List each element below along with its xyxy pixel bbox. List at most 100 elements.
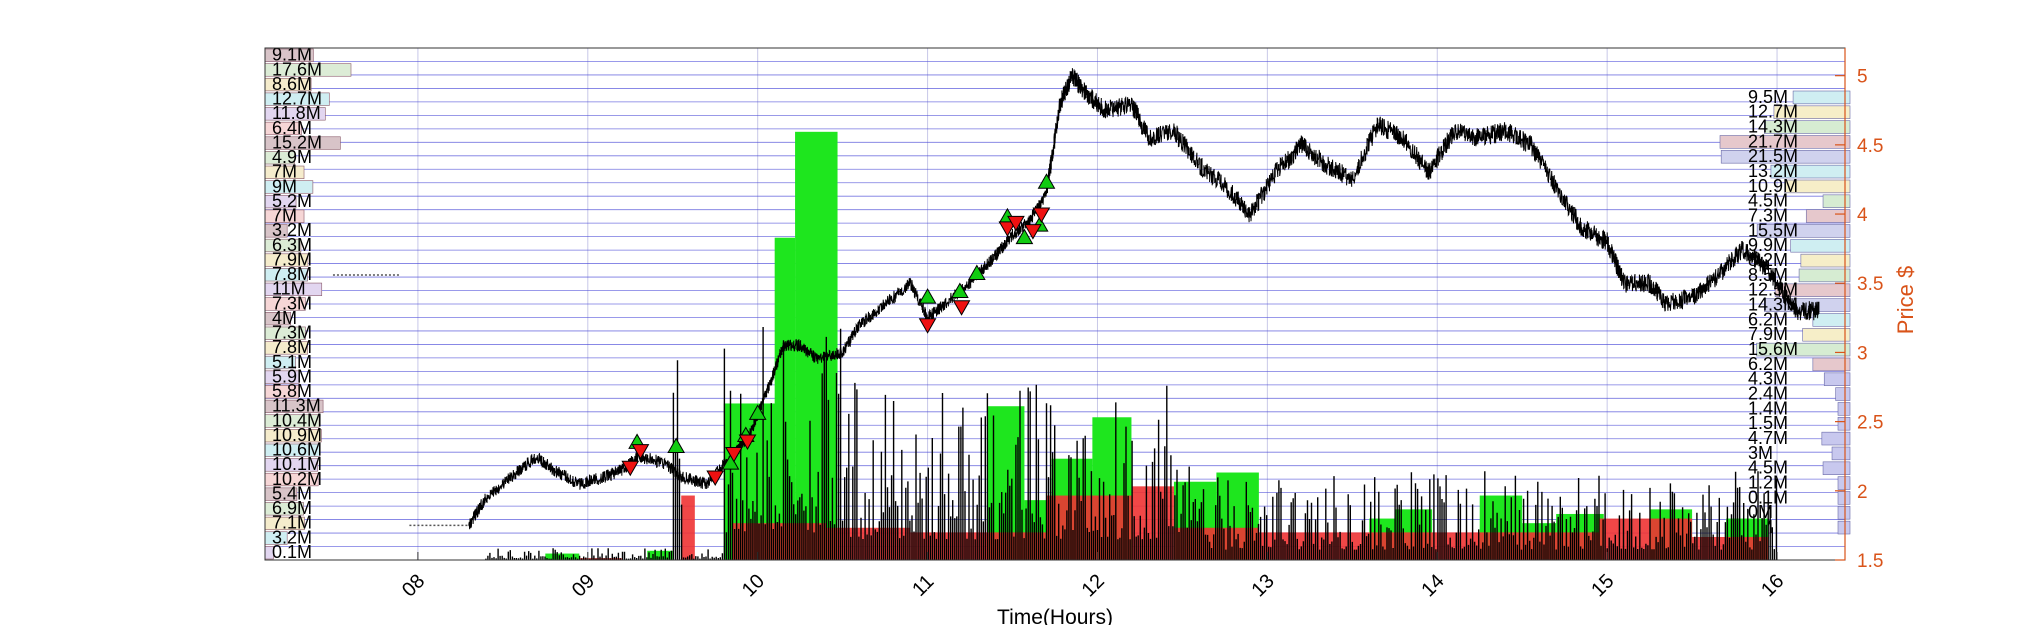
price-tick-label-3: 3: [1857, 343, 1868, 364]
volume-profile-left-label-23: 5.8M: [272, 381, 312, 401]
volume-profile-right-label-0: 9.5M: [1748, 87, 1788, 107]
volume-spikes-path: [485, 327, 1778, 560]
volume-profile-right-label-10: 9.9M: [1748, 235, 1788, 255]
volume-profile-right-bar-13: [1774, 283, 1851, 297]
volume-profile-right-bar-8: [1805, 209, 1851, 223]
volume-profile-left-label-8: 7M: [272, 162, 297, 182]
buy-volume-bar-0: [545, 553, 580, 560]
sell-signal-9: [1024, 224, 1042, 240]
volume-profile-right-label-7: 4.5M: [1748, 191, 1788, 211]
sell-volume-bar-1: [681, 495, 695, 560]
volume-profile-left-label-19: 7.3M: [272, 323, 312, 343]
sell-signal-4: [738, 434, 757, 451]
volume-profile-left-label-16: 11M: [272, 279, 306, 299]
volume-profile-right-bar-6: [1784, 179, 1851, 194]
x-tick-label-13: 13: [1247, 570, 1278, 601]
x-tick-label-09: 09: [568, 570, 599, 601]
volume-profile-right-bar-17: [1756, 342, 1851, 357]
volume-profile-right-bar-26: [1837, 476, 1851, 490]
price-axis-label: Price $: [1893, 266, 1918, 334]
volume-profile-left-label-31: 6.9M: [272, 498, 312, 518]
volume-profile-right-bar-11: [1800, 253, 1851, 268]
buy-volume-bar-1: [647, 550, 673, 560]
buy-signal-4: [748, 404, 767, 420]
price-path: [468, 68, 1820, 530]
volume-profile-right-bar-7: [1822, 194, 1851, 208]
sell-signal-3: [725, 446, 743, 463]
volume-profile-right-bar-5: [1770, 164, 1851, 179]
sell-signal-0: [621, 460, 640, 477]
volume-profile-right-bar-18: [1812, 357, 1851, 372]
volume-profile-right-label-1: 12.7M: [1748, 102, 1798, 122]
volume-profile-right-label-3: 21.7M: [1748, 131, 1798, 151]
volume-profile-right-label-16: 7.9M: [1748, 324, 1788, 344]
x-tick-label-11: 11: [908, 571, 938, 601]
volume-profile-left-label-7: 4.9M: [272, 147, 312, 167]
buy-signal-9: [1015, 228, 1034, 245]
volume-profile-left-label-5: 6.4M: [272, 118, 312, 138]
volume-profile-right-label-24: 3M: [1748, 443, 1773, 463]
volume-profile-right-label-23: 4.7M: [1748, 428, 1788, 448]
price-tick-label-2.5: 2.5: [1857, 413, 1883, 434]
volume-profile-right-bar-3: [1719, 135, 1851, 149]
volume-profile-right-bar-22: [1837, 417, 1851, 431]
volume-profile-right-label-22: 1.5M: [1748, 413, 1788, 433]
volume-profile-left-label-14: 7.9M: [272, 249, 312, 269]
price-tick-label-1.5: 1.5: [1857, 551, 1883, 572]
price-tick-label-5: 5: [1857, 67, 1868, 88]
price-line: [332, 68, 1820, 530]
volume-profile-right-bar-19: [1823, 372, 1851, 386]
price-axis: 1.5 2 2.5 3 3.5 4 4.5 5: [1835, 48, 1883, 572]
volume-profile-left-label-18: 4M: [272, 308, 297, 328]
volume-profile-right-label-5: 13.2M: [1748, 161, 1798, 181]
volume-profile-left-label-17: 7.3M: [272, 293, 312, 313]
volume-profile-left-label-21: 5.1M: [272, 352, 312, 372]
price-tick-label-2: 2: [1857, 482, 1868, 503]
volume-profile-right-bar-0: [1792, 90, 1851, 105]
buy-signal-5: [918, 288, 937, 304]
volume-profile-right-bar-9: [1756, 224, 1851, 238]
volume-profile-right-label-2: 14.3M: [1748, 117, 1798, 137]
volume-profile-right-bar-29: [1837, 520, 1851, 535]
volume-profile-left-label-33: 3.2M: [272, 527, 312, 547]
volume-profile-left-label-2: 8.6M: [272, 74, 312, 94]
volume-profile-right-bar-21: [1837, 402, 1851, 416]
x-tick-label-15: 15: [1587, 570, 1618, 601]
sell-volume-bar-3: [825, 527, 911, 560]
volume-profile-left-label-15: 7.8M: [272, 264, 312, 284]
volume-profile-right-label-12: 8.5M: [1748, 265, 1788, 285]
volume-profile-left-label-20: 7.8M: [272, 337, 312, 357]
volume-profile-left-label-34: 0.1M: [272, 542, 312, 562]
volume-profile-right-bar-24: [1831, 446, 1851, 461]
volume-profile-right-bar-20: [1835, 387, 1851, 401]
x-tick-label-10: 10: [738, 570, 769, 601]
sell-signal-8: [1007, 215, 1025, 232]
x-tick-label-12: 12: [1078, 570, 1109, 601]
volume-profile-left-label-32: 7.1M: [272, 513, 312, 533]
volume-profile-right-bar-23: [1821, 431, 1851, 446]
price-tick-label-3.5: 3.5: [1857, 274, 1883, 295]
volume-profile-right-bar-4: [1720, 150, 1851, 164]
volume-profile-right-bar-28: [1837, 506, 1851, 520]
buy-signal-6: [950, 282, 969, 299]
volume-profile-left-label-25: 10.4M: [272, 410, 322, 430]
sell-signal-5: [918, 318, 937, 334]
buy-signal-2: [721, 454, 740, 470]
sell-signal-10: [1032, 207, 1051, 224]
volume-profile-right-bar-15: [1812, 313, 1851, 327]
volume-profile-left-label-11: 7M: [272, 206, 297, 226]
sell-signal-7: [998, 221, 1017, 237]
x-axis-label: Time(Hours): [997, 606, 1113, 625]
volume-profile-right-label-17: 15.6M: [1748, 339, 1798, 359]
volume-profile-left-label-12: 3.2M: [272, 220, 312, 240]
volume-profile-right-bar-10: [1790, 239, 1851, 253]
price-tick-label-4: 4: [1857, 205, 1868, 226]
x-tick-label-08: 08: [398, 570, 429, 601]
volume-profile-right-bar-2: [1764, 120, 1851, 134]
volume-profile-left-label-0: 9.1M: [272, 45, 312, 65]
volume-profile-left-label-22: 5.9M: [272, 366, 312, 386]
volume-profile-left-label-26: 10.9M: [272, 425, 322, 445]
volume-profile-right-label-4: 21.5M: [1748, 146, 1798, 166]
volume-profile-right-label-19: 4.3M: [1748, 369, 1788, 389]
